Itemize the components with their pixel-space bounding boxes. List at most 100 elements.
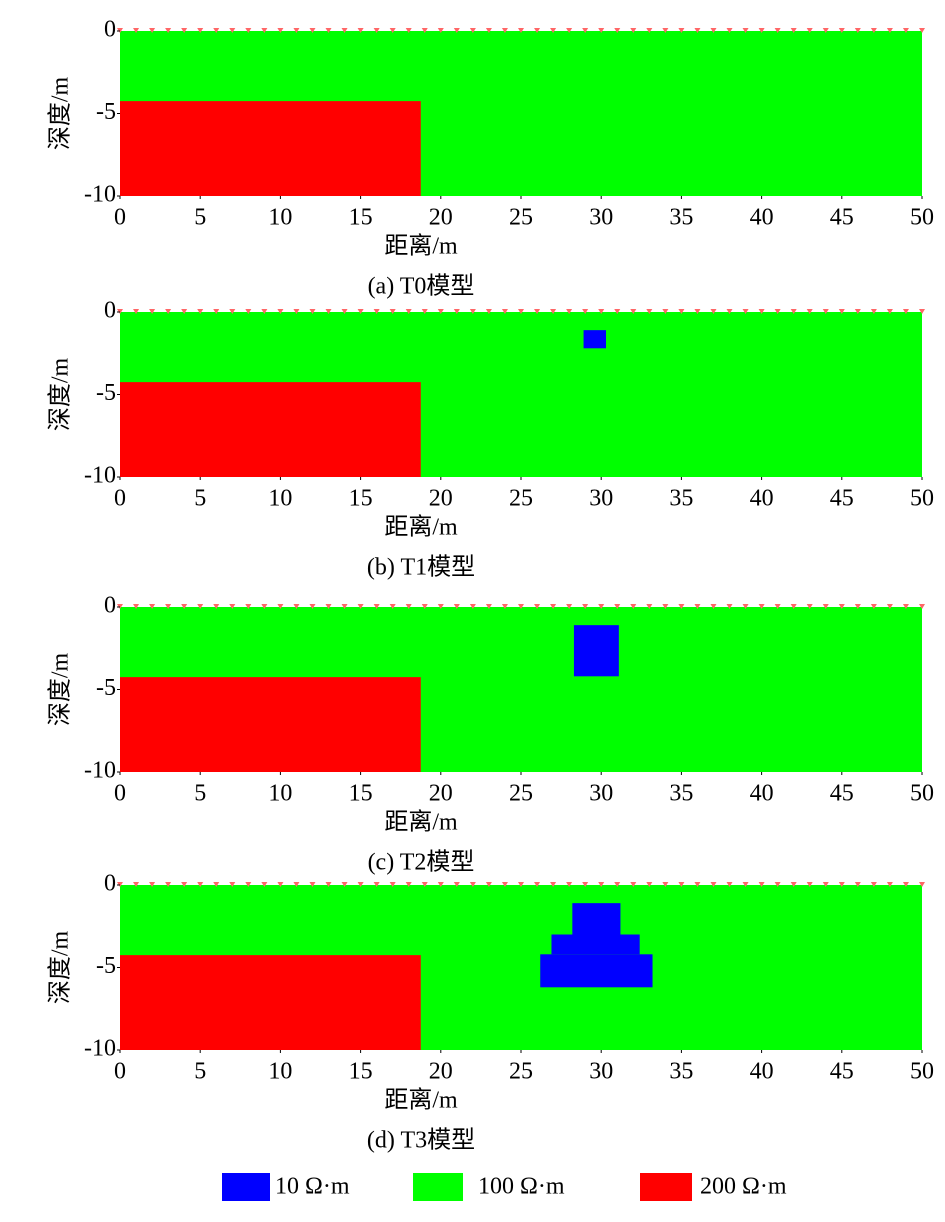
electrode [213,28,220,33]
electrode [373,28,380,33]
x-tick-label: 50 [910,781,934,807]
electrode [181,882,188,887]
electrode [261,604,268,609]
y-tick-label: -10 [84,758,116,784]
electrode [822,28,829,33]
electrode [710,309,717,314]
y-tick-label: -10 [84,463,116,489]
electrode [357,604,364,609]
x-tick-label: 20 [429,781,453,807]
electrode [245,28,252,33]
electrode [710,882,717,887]
electrode [405,309,412,314]
electrode [534,882,541,887]
electrode [165,604,172,609]
electrode [325,28,332,33]
electrode [678,309,685,314]
x-tick-label: 15 [349,1059,373,1085]
electrode [229,882,236,887]
electrode [902,28,909,33]
electrode [309,309,316,314]
electrode [886,28,893,33]
x-axis-label: 距离/m [384,233,458,260]
electrode [598,28,605,33]
electrode [758,28,765,33]
electrode [838,309,845,314]
x-tick-label: 50 [910,486,934,512]
electrode [133,882,140,887]
electrode [165,28,172,33]
x-tick-label: 35 [669,781,693,807]
x-tick-label: 45 [830,205,854,231]
electrode [213,309,220,314]
x-tick-label: 20 [429,486,453,512]
electrode [149,604,156,609]
electrode [341,882,348,887]
electrode [550,28,557,33]
electrode [919,882,925,887]
y-tick-label: 0 [104,871,116,897]
electrode [149,309,156,314]
electrode [598,882,605,887]
electrode [678,604,685,609]
electrode [518,882,524,887]
electrode [405,882,412,887]
electrode [389,604,396,609]
x-tick-label: 0 [114,486,126,512]
electrode [614,309,621,314]
electrode [133,309,140,314]
y-tick-label: 0 [104,298,116,324]
block [540,954,653,988]
electrode [870,604,877,609]
electrode [854,309,861,314]
electrode [293,28,300,33]
x-tick-label: 45 [830,1059,854,1085]
block [120,382,421,477]
electrode [550,604,557,609]
electrode [919,28,925,33]
electrode [357,28,364,33]
x-tick-label: 35 [669,486,693,512]
electrode [453,309,460,314]
electrode [518,309,524,314]
y-tick-label: -5 [96,953,116,979]
electrode [261,28,268,33]
x-tick-label: 10 [268,1059,292,1085]
electrode [726,604,733,609]
electrode [133,604,140,609]
electrode [469,604,476,609]
electrode [389,882,396,887]
electrode [518,604,524,609]
electrode [181,604,188,609]
electrode [325,309,332,314]
caption: (d) T3模型 [367,1127,475,1154]
electrode [822,309,829,314]
electrode [501,882,508,887]
y-axis-label: 深度/m [47,931,74,1005]
electrode [373,604,380,609]
electrode [806,604,813,609]
electrode [838,604,845,609]
electrode [293,309,300,314]
electrode [197,882,204,887]
electrode [534,309,541,314]
caption: (b) T1模型 [367,554,475,581]
y-tick-label: 0 [104,593,116,619]
electrode [662,882,669,887]
x-tick-label: 5 [194,781,206,807]
electrode [566,882,573,887]
electrode [229,309,236,314]
electrode [710,604,717,609]
x-tick-label: 5 [194,486,206,512]
electrode [742,882,749,887]
electrode [229,28,236,33]
electrode [582,28,589,33]
electrode [694,309,701,314]
electrode [694,604,701,609]
electrode [373,309,380,314]
electrode [630,309,637,314]
electrode [341,28,348,33]
electrode [566,309,573,314]
y-axis-label: 深度/m [47,653,74,727]
electrode [485,28,492,33]
